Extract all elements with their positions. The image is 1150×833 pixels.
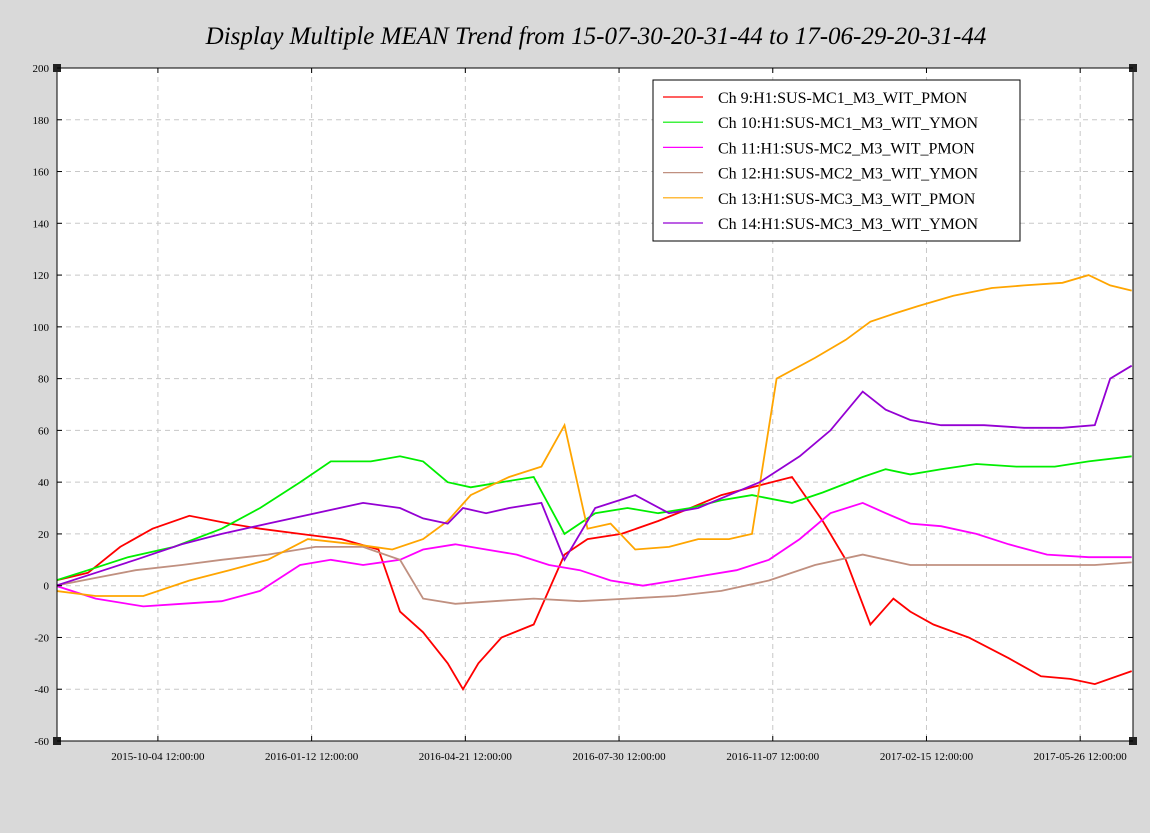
x-tick-label: 2016-07-30 12:00:00 — [572, 751, 666, 763]
plot-frame — [56, 67, 1134, 742]
x-tick-label: 2016-04-21 12:00:00 — [419, 751, 513, 763]
x-axis: 2015-10-04 12:00:00 2016-01-12 12:00:00 20… — [111, 68, 1127, 763]
legend-label: Ch 10:H1:SUS-MC1_M3_WIT_YMON — [718, 115, 978, 132]
y-tick-label: 80 — [38, 374, 50, 386]
x-tick-label: 2015-10-04 12:00:00 — [111, 751, 205, 763]
x-tick-label: 2017-02-15 12:00:00 — [880, 751, 974, 763]
chart-title: Display Multiple MEAN Trend from 15-07-3… — [205, 23, 987, 50]
x-tick-label: 2016-11-07 12:00:00 — [726, 751, 819, 763]
y-tick-label: 200 — [33, 63, 50, 75]
y-axis: -60 -40 -20 0 20 40 60 80 100 120 140 160 180 200 — [33, 63, 1133, 748]
legend: Ch 9:H1:SUS-MC1_M3_WIT_PMON Ch 10:H1:SUS-… — [652, 79, 1021, 242]
y-tick-label: 120 — [33, 270, 50, 282]
y-tick-label: 100 — [33, 322, 50, 334]
legend-box — [652, 79, 1021, 242]
y-tick-label: 160 — [33, 167, 50, 179]
y-tick-label: 0 — [44, 581, 50, 593]
series-line-ch9 — [57, 475, 1132, 691]
y-tick-label: 180 — [33, 115, 50, 127]
series-layer — [57, 274, 1133, 691]
y-tick-label: 20 — [38, 529, 50, 541]
y-tick-label: -20 — [34, 632, 49, 644]
y-tick-label: 60 — [38, 425, 50, 437]
series-line-ch10 — [57, 455, 1132, 582]
y-tick-label: -60 — [34, 736, 49, 748]
legend-label: Ch 9:H1:SUS-MC1_M3_WIT_PMON — [718, 90, 968, 107]
series-line-ch13 — [57, 274, 1132, 597]
legend-label: Ch 14:H1:SUS-MC3_M3_WIT_YMON — [718, 216, 978, 233]
x-tick-label: 2017-05-26 12:00:00 — [1034, 751, 1128, 763]
legend-label: Ch 13:H1:SUS-MC3_M3_WIT_PMON — [718, 191, 976, 208]
y-tick-label: 40 — [38, 477, 50, 489]
legend-label: Ch 12:H1:SUS-MC2_M3_WIT_YMON — [718, 166, 978, 183]
y-tick-label: 140 — [33, 218, 50, 230]
series-line-ch11 — [57, 501, 1132, 608]
series-line-ch14 — [57, 364, 1133, 587]
series-line-ch12 — [57, 546, 1132, 605]
x-tick-label: 2016-01-12 12:00:00 — [265, 751, 359, 763]
legend-label: Ch 11:H1:SUS-MC2_M3_WIT_PMON — [718, 140, 975, 157]
y-tick-label: -40 — [34, 684, 49, 696]
